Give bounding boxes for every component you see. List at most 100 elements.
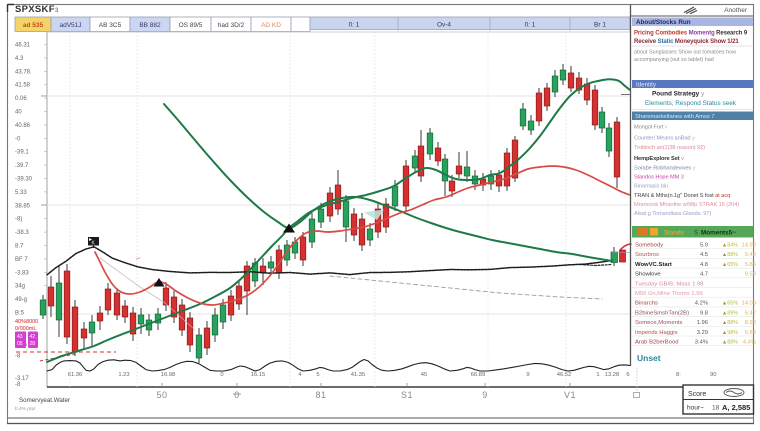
svg-text:▲65%: ▲65% (722, 301, 738, 307)
svg-text:Identity: Identity (636, 81, 657, 88)
svg-text:13.28: 13.28 (605, 372, 620, 378)
svg-text:8:: 8: (676, 372, 681, 378)
svg-text:Tuesday GB/B; Mass 1.98: Tuesday GB/B; Mass 1.98 (635, 281, 704, 287)
svg-text:0: 1: 0: 1 (349, 22, 360, 29)
svg-text:90: 90 (710, 372, 716, 378)
svg-text:▲98%: ▲98% (722, 330, 738, 336)
svg-text:-8: -8 (15, 382, 21, 388)
svg-text:Score: Score (688, 391, 706, 398)
svg-text:had 3D/2: had 3D/2 (218, 22, 245, 29)
svg-text:Another: Another (724, 7, 748, 14)
svg-text:▲84%: ▲84% (722, 243, 738, 249)
svg-text:16.15: 16.15 (251, 372, 266, 378)
svg-text:42: 42 (30, 334, 36, 340)
svg-text:AB 3C5: AB 3C5 (99, 22, 122, 29)
svg-text:▲88%: ▲88% (722, 320, 738, 326)
svg-text:4.3: 4.3 (15, 56, 24, 62)
svg-text:38.85: 38.85 (15, 203, 31, 209)
svg-text:81: 81 (315, 390, 326, 400)
svg-text:-8): -8) (15, 217, 22, 223)
svg-text:Trobinch an(1(38 reason) 92): Trobinch an(1(38 reason) 92) (634, 145, 705, 151)
svg-text:4.8: 4.8 (700, 262, 708, 268)
svg-text:0: 0 (220, 372, 223, 378)
svg-text:BB 882: BB 882 (139, 22, 161, 29)
svg-text:1.23: 1.23 (118, 372, 129, 378)
svg-text:Somervyeat.Water: Somervyeat.Water (19, 397, 70, 404)
svg-text:Counter! Means anBad y: Counter! Means anBad y (634, 136, 695, 142)
svg-text:ad 535: ad 535 (23, 22, 44, 29)
svg-text:Br 1: Br 1 (594, 22, 606, 29)
svg-text:-39.1: -39.1 (15, 150, 29, 156)
svg-text:K: K (92, 241, 96, 247)
svg-text:3.4%: 3.4% (695, 340, 708, 346)
svg-text:50: 50 (156, 390, 167, 400)
svg-text:61.36: 61.36 (68, 372, 83, 378)
svg-text:1: 1 (596, 372, 599, 378)
svg-text:46.52: 46.52 (557, 372, 572, 378)
svg-text:Showlove: Showlove (635, 272, 661, 278)
svg-text:HempExplore Set v: HempExplore Set v (634, 156, 684, 162)
svg-text:Unset: Unset (637, 353, 661, 363)
svg-text:V1: V1 (564, 390, 576, 400)
svg-text:6: 6 (626, 372, 629, 378)
svg-text:0: 1: 0: 1 (525, 22, 536, 29)
svg-text:8.98: 8.98 (745, 320, 756, 326)
svg-text:16.98: 16.98 (161, 372, 176, 378)
svg-text:5.9: 5.9 (700, 243, 708, 249)
svg-text:4.2%: 4.2% (695, 301, 708, 307)
svg-text:Somece,Moments: Somece,Moments (635, 320, 683, 326)
svg-text:-38.3: -38.3 (15, 230, 29, 236)
svg-text:46.31: 46.31 (15, 43, 31, 49)
svg-text:TRAN & Mths(n.1g" Donet S fost: TRAN & Mths(n.1g" Donet S fost at acq (634, 193, 730, 199)
svg-text:Binamasis bin: Binamasis bin (634, 184, 668, 190)
svg-text:34g: 34g (15, 284, 25, 290)
svg-text:Alsat g Tomandlass Glands. 97): Alsat g Tomandlass Glands. 97) (634, 211, 711, 217)
svg-text:4.5: 4.5 (700, 252, 708, 258)
svg-text:Impends Haggis: Impends Haggis (635, 330, 678, 336)
svg-text:5.33: 5.33 (15, 190, 27, 196)
svg-text:Receive Static Moneyquick Show: Receive Static Moneyquick Show 1/21 (634, 39, 739, 45)
svg-text:40%8000: 40%8000 (15, 319, 38, 325)
svg-text:Pound Strategy y: Pound Strategy y (652, 91, 705, 98)
svg-text:Elements, Respond Status seek: Elements, Respond Status seek (645, 100, 737, 107)
svg-text:Moments5~: Moments5~ (701, 230, 736, 237)
svg-text:accompanying (out so tablet) h: accompanying (out so tablet) had (634, 57, 714, 63)
svg-text:3.29: 3.29 (697, 330, 708, 336)
svg-text:43: 43 (17, 334, 23, 340)
svg-text:About/Stocks Run: About/Stocks Run (636, 19, 691, 26)
svg-text:Somebody: Somebody (635, 243, 663, 249)
svg-text:-39.30: -39.30 (15, 177, 33, 183)
svg-text:0.06: 0.06 (15, 96, 27, 102)
svg-text:14.09: 14.09 (741, 301, 756, 307)
svg-text:5:48: 5:48 (745, 252, 756, 258)
svg-text:b.4% prpr: b.4% prpr (15, 406, 36, 412)
svg-text:18: 18 (712, 405, 720, 412)
svg-text:40: 40 (15, 110, 22, 116)
svg-text:43.78.: 43.78. (15, 69, 32, 75)
svg-text:OS 89/5: OS 89/5 (179, 22, 203, 29)
svg-text:▲65%: ▲65% (722, 262, 738, 268)
svg-text:5.85: 5.85 (745, 262, 756, 268)
svg-text:adV51J: adV51J (59, 22, 81, 29)
svg-text:/: / (134, 257, 140, 262)
svg-text:1.96: 1.96 (697, 320, 708, 326)
svg-text:4.4%: 4.4% (743, 340, 756, 346)
svg-text:B2bineSmshTan(2B): B2bineSmshTan(2B) (635, 310, 689, 316)
svg-text:Mongol Fort v: Mongol Fort v (634, 125, 668, 131)
svg-text:Sharemarketlanes with Amss 7: Sharemarketlanes with Amss 7 (635, 114, 715, 120)
svg-text:9: 9 (526, 372, 529, 378)
svg-text:Mranconk Mhanthe w/98p STRAK 1: Mranconk Mhanthe w/98p STRAK 16 (204) (634, 202, 739, 208)
svg-text:BF 7: BF 7 (15, 257, 28, 263)
svg-text:40.86: 40.86 (15, 123, 31, 129)
svg-text:SPXSKF3: SPXSKF3 (15, 4, 59, 15)
svg-text:Sourbros: Sourbros (635, 252, 659, 258)
svg-text:4: 4 (298, 372, 302, 378)
svg-text:Ov-4: Ov-4 (437, 22, 451, 29)
svg-text:66.89: 66.89 (471, 372, 486, 378)
svg-text:WowVC.Start: WowVC.Start (635, 262, 672, 268)
svg-text:▲88%: ▲88% (722, 252, 738, 258)
svg-text:Arab B2berBood: Arab B2berBood (635, 340, 679, 346)
svg-text:-8: -8 (15, 354, 21, 360)
svg-text:49-g: 49-g (15, 297, 27, 303)
svg-text:▲88%: ▲88% (722, 340, 738, 346)
